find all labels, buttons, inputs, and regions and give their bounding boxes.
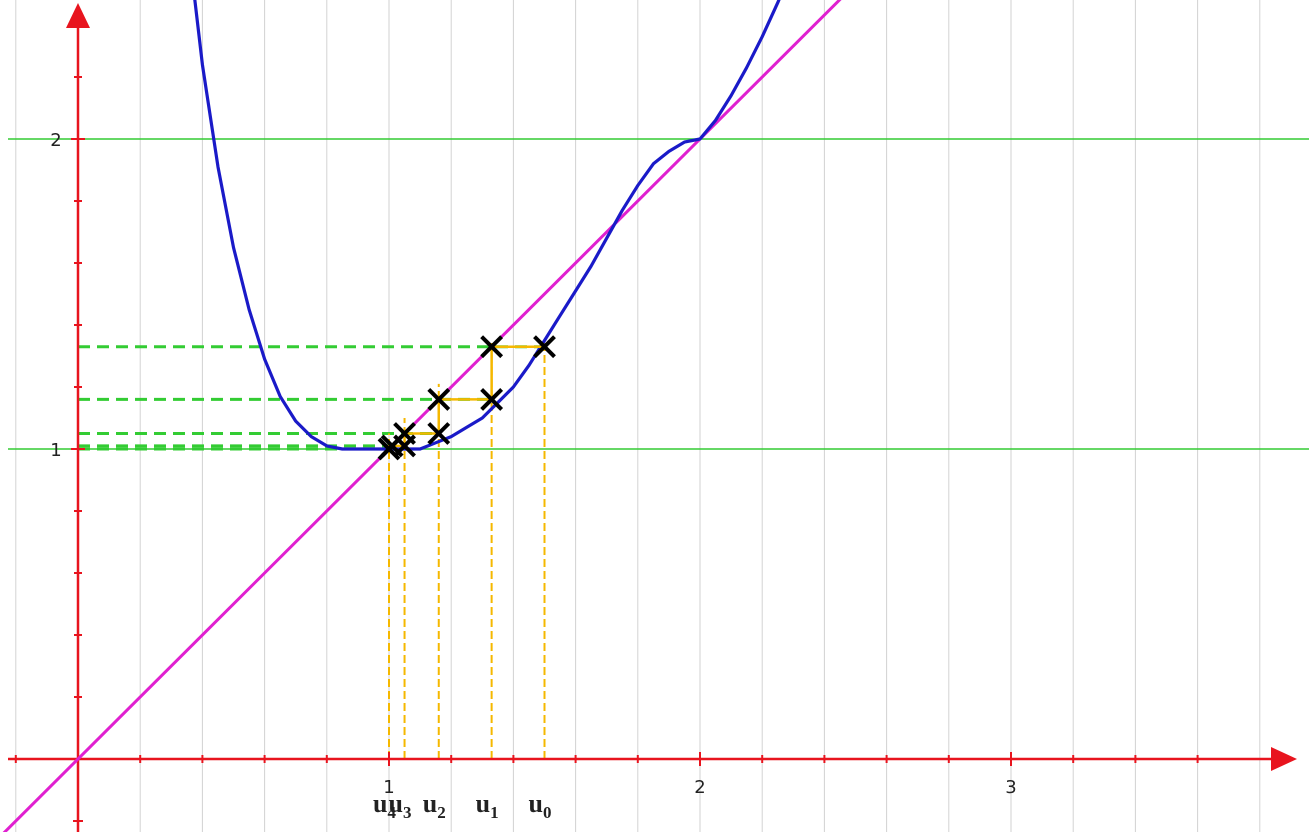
x-tick-label: 2	[694, 777, 705, 798]
point-marker	[380, 434, 404, 458]
y-tick-label: 1	[50, 440, 61, 461]
point-marker	[480, 387, 504, 411]
point-marker	[533, 335, 556, 359]
point-marker	[427, 387, 451, 411]
sequence-markers	[377, 335, 556, 461]
projection-lines	[78, 340, 546, 759]
x-axis-arrow	[1271, 747, 1297, 771]
sequence-label: u2	[423, 789, 446, 822]
cobweb-path	[388, 345, 545, 450]
horizontal-lines	[8, 138, 1309, 450]
x-tick-label: 1	[383, 777, 394, 798]
sequence-label: u4	[373, 789, 396, 822]
sequence-label: u3	[389, 789, 412, 822]
axes	[8, 3, 1297, 832]
grid	[15, 0, 1261, 832]
tick-labels: 1 2 3 1 2	[50, 130, 1016, 798]
curve-group	[193, 0, 781, 451]
y-tick-label: 2	[50, 130, 61, 151]
sequence-label: u0	[529, 789, 552, 822]
point-marker	[480, 335, 504, 359]
x-tick-label: 3	[1005, 777, 1016, 798]
point-marker	[427, 422, 451, 445]
sequence-label: u1	[476, 789, 499, 822]
curve	[193, 0, 781, 451]
